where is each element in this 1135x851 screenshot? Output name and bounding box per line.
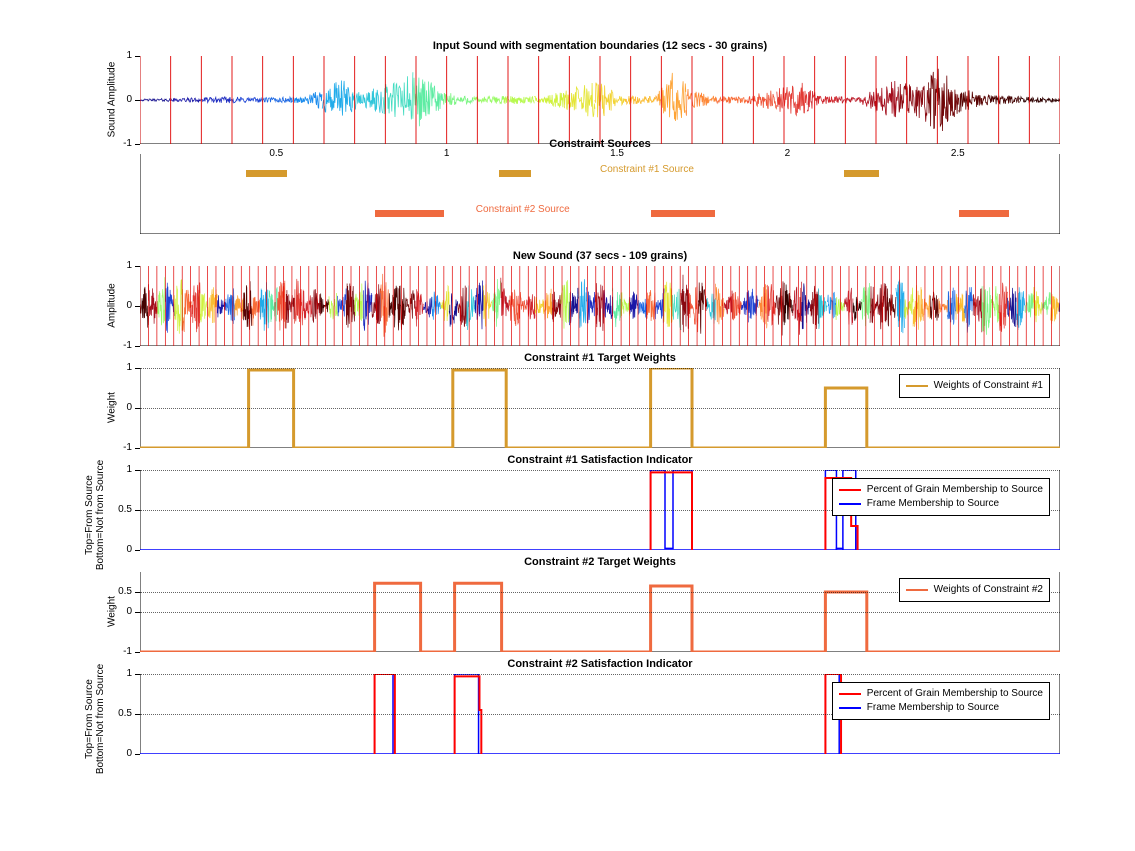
c1-satisfaction-panel-title: Constraint #1 Satisfaction Indicator <box>140 454 1060 466</box>
ytick <box>135 652 140 653</box>
constraint-bar <box>959 210 1010 217</box>
ytick <box>135 346 140 347</box>
c1-satisfaction-panel: Constraint #1 Satisfaction Indicator00.5… <box>140 470 1060 550</box>
c2-weights-panel: Constraint #2 Target Weights-100.5Weight… <box>140 572 1060 652</box>
c1-satisfaction-legend: Percent of Grain Membership to SourceFra… <box>832 478 1050 516</box>
ytick <box>135 56 140 57</box>
constraint-sources-panel: Constraint SourcesConstraint #1 SourceCo… <box>140 154 1060 234</box>
ytick <box>135 266 140 267</box>
ytick <box>135 754 140 755</box>
c2-satisfaction-panel-title: Constraint #2 Satisfaction Indicator <box>140 658 1060 670</box>
constraint-bar <box>375 210 444 217</box>
gridline <box>140 674 1060 675</box>
gridline <box>140 470 1060 471</box>
constraint-label: Constraint #2 Source <box>476 204 570 215</box>
gridline <box>140 408 1060 409</box>
c2-satisfaction-panel: Constraint #2 Satisfaction Indicator00.5… <box>140 674 1060 754</box>
c1-weights-legend: Weights of Constraint #1 <box>899 374 1050 398</box>
input-sound-panel-title: Input Sound with segmentation boundaries… <box>140 40 1060 52</box>
ytick <box>135 100 140 101</box>
constraint-bar <box>844 170 879 177</box>
c1-weights-panel-title: Constraint #1 Target Weights <box>140 352 1060 364</box>
c1-satisfaction-ylabel: Top=From SourceBottom=Not from Source <box>84 425 106 605</box>
ytick <box>135 306 140 307</box>
c2-satisfaction-legend: Percent of Grain Membership to SourceFra… <box>832 682 1050 720</box>
gridline <box>140 612 1060 613</box>
constraint-sources-title: Constraint Sources <box>140 138 1060 150</box>
gridline <box>140 368 1060 369</box>
c2-satisfaction-ylabel: Top=From SourceBottom=Not from Source <box>84 629 106 809</box>
constraint-label: Constraint #1 Source <box>600 164 694 175</box>
input-sound-ylabel: Sound Amplitude <box>107 40 118 160</box>
ytick <box>135 448 140 449</box>
new-sound-panel: New Sound (37 secs - 109 grains)-101Ampl… <box>140 266 1060 346</box>
c1-weights-ylabel: Weight <box>107 348 118 468</box>
new-sound-panel-plot <box>140 266 1060 346</box>
new-sound-panel-title: New Sound (37 secs - 109 grains) <box>140 250 1060 262</box>
constraint-bar <box>499 170 531 177</box>
constraint-bar <box>246 170 287 177</box>
ytick <box>135 550 140 551</box>
c2-weights-panel-title: Constraint #2 Target Weights <box>140 556 1060 568</box>
figure-root: Input Sound with segmentation boundaries… <box>0 0 1135 851</box>
constraint-bar <box>651 210 715 217</box>
c2-weights-ylabel: Weight <box>107 552 118 672</box>
c2-weights-legend: Weights of Constraint #2 <box>899 578 1050 602</box>
c1-weights-panel: Constraint #1 Target Weights-101WeightWe… <box>140 368 1060 448</box>
input-sound-panel-plot <box>140 56 1060 144</box>
input-sound-panel: Input Sound with segmentation boundaries… <box>140 56 1060 144</box>
